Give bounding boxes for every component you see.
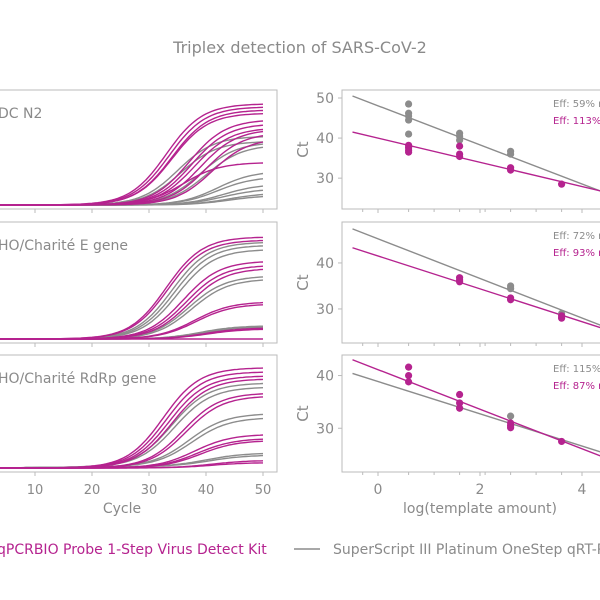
- data-point-qpcrbio: [456, 390, 464, 399]
- y-axis-label: Ct: [294, 141, 312, 157]
- y-tick-label: 30: [316, 421, 334, 437]
- efficiency-annotation-qpcrbio: Eff: 113% r: [553, 116, 600, 127]
- x-tick-label: 30: [141, 483, 158, 498]
- fit-line-superscript: [352, 228, 600, 326]
- standard-curve-panel-1: 30 40 50 Ct Eff: 59% r2 Eff: 113% r: [294, 89, 600, 213]
- data-point-qpcrbio: [456, 142, 464, 150]
- data-point-qpcrbio: [558, 180, 566, 188]
- amplification-curve-qpcrbio: [0, 162, 264, 206]
- efficiency-annotation-superscript: Eff: 59% r2: [553, 99, 600, 110]
- data-point-qpcrbio: [558, 437, 566, 446]
- x-tick-label: 20: [84, 483, 101, 498]
- efficiency-annotation-superscript: Eff: 72% r: [553, 231, 600, 242]
- data-point-superscript: [507, 285, 515, 293]
- amplification-curve-qpcrbio: [0, 462, 263, 469]
- data-point-qpcrbio: [456, 278, 464, 286]
- data-point-superscript: [405, 130, 413, 138]
- y-tick-label: 40: [316, 369, 334, 385]
- data-point-qpcrbio: [507, 166, 515, 174]
- x-tick-label: 2: [476, 482, 485, 498]
- data-point-qpcrbio: [405, 363, 413, 371]
- standard-curve-panel-3: 30 40 Ct Eff: 115% r Eff: 87% r2: [294, 354, 600, 476]
- panel-label: DC N2: [0, 106, 42, 122]
- x-tick-label: 10: [27, 483, 44, 498]
- efficiency-annotation-qpcrbio: Eff: 87% r2: [553, 381, 600, 392]
- data-point-qpcrbio: [405, 371, 413, 380]
- x-axis-label-log: log(template amount): [403, 501, 557, 517]
- legend-label-superscript: SuperScript III Platinum OneStep qRT-P: [333, 542, 600, 558]
- efficiency-annotation-qpcrbio: Eff: 93% r: [553, 248, 600, 259]
- data-point-qpcrbio: [456, 404, 464, 412]
- x-tick-label: 0: [374, 482, 383, 498]
- data-point-qpcrbio: [456, 399, 464, 407]
- data-point-qpcrbio: [558, 314, 566, 322]
- data-point-superscript: [507, 150, 515, 158]
- data-point-superscript: [405, 116, 413, 124]
- y-tick-label: 40: [316, 131, 334, 147]
- plot-frame: [341, 354, 600, 473]
- y-tick-label: 50: [316, 91, 334, 107]
- panel-label: HO/Charité E gene: [0, 238, 128, 254]
- fit-line-superscript: [352, 95, 600, 192]
- amplification-panel-3: HO/Charité RdRp gene: [0, 354, 278, 476]
- y-tick-label: 40: [316, 256, 334, 272]
- x-axis-label-cycle: Cycle: [103, 501, 141, 517]
- x-tick-label: 40: [198, 483, 215, 498]
- data-point-superscript: [456, 136, 464, 144]
- y-axis-label: Ct: [294, 405, 312, 421]
- chart-title: Triplex detection of SARS-CoV-2: [172, 38, 427, 57]
- y-tick-label: 30: [316, 171, 334, 187]
- panel-label: HO/Charité RdRp gene: [0, 371, 156, 387]
- x-tick-label: 50: [255, 483, 272, 498]
- plot-frame: [341, 89, 600, 210]
- data-point-qpcrbio: [405, 148, 413, 156]
- data-point-qpcrbio: [405, 378, 413, 386]
- x-tick-label: 4: [578, 482, 587, 498]
- y-axis-label: Ct: [294, 274, 312, 290]
- data-point-qpcrbio: [507, 424, 515, 432]
- amplification-panel-1: DC N2: [0, 89, 278, 213]
- data-point-qpcrbio: [456, 152, 464, 161]
- amplification-panel-2: HO/Charité E gene: [0, 221, 278, 347]
- data-point-qpcrbio: [507, 296, 515, 304]
- efficiency-annotation-superscript: Eff: 115% r: [553, 364, 600, 375]
- data-point-superscript: [405, 100, 413, 108]
- y-tick-label: 30: [316, 302, 334, 318]
- legend-label-qpcrbio: qPCRBIO Probe 1-Step Virus Detect Kit: [0, 542, 267, 558]
- data-point-superscript: [507, 412, 515, 420]
- legend: qPCRBIO Probe 1-Step Virus Detect Kit Su…: [0, 542, 600, 558]
